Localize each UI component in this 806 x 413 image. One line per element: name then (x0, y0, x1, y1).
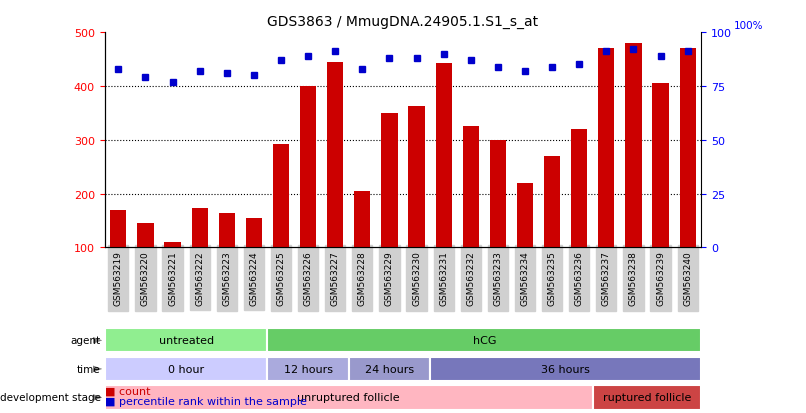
FancyBboxPatch shape (268, 357, 349, 381)
Bar (246, 218, 262, 248)
FancyBboxPatch shape (268, 328, 701, 353)
Bar (273, 144, 289, 248)
Bar (544, 157, 560, 248)
Bar (192, 209, 208, 248)
Bar (490, 140, 506, 248)
FancyBboxPatch shape (105, 328, 268, 353)
Text: untreated: untreated (159, 335, 214, 346)
Text: agent: agent (71, 335, 101, 346)
Bar (571, 130, 588, 248)
Text: ■ count: ■ count (105, 385, 150, 395)
Text: unruptured follicle: unruptured follicle (297, 392, 400, 403)
Bar (463, 127, 479, 248)
FancyBboxPatch shape (349, 357, 430, 381)
Polygon shape (93, 337, 102, 344)
Bar (381, 114, 397, 248)
Text: hCG: hCG (472, 335, 496, 346)
Bar (625, 44, 642, 248)
Text: 36 hours: 36 hours (541, 364, 590, 374)
Bar (409, 107, 425, 248)
Text: development stage: development stage (0, 392, 101, 403)
Polygon shape (93, 394, 102, 401)
Text: ruptured follicle: ruptured follicle (603, 392, 692, 403)
Text: time: time (77, 364, 101, 374)
Bar (517, 183, 533, 248)
Text: ■ percentile rank within the sample: ■ percentile rank within the sample (105, 396, 306, 406)
Bar (164, 242, 181, 248)
Bar (652, 84, 669, 248)
Bar (327, 62, 343, 248)
Text: 100%: 100% (734, 21, 763, 31)
FancyBboxPatch shape (430, 357, 701, 381)
FancyBboxPatch shape (592, 385, 701, 410)
FancyBboxPatch shape (105, 357, 268, 381)
Bar (435, 64, 452, 248)
Text: 24 hours: 24 hours (365, 364, 414, 374)
Text: 12 hours: 12 hours (284, 364, 333, 374)
Bar (137, 224, 154, 248)
Bar (598, 49, 614, 248)
Bar (300, 87, 316, 248)
FancyBboxPatch shape (105, 385, 592, 410)
Bar (110, 210, 127, 248)
Title: GDS3863 / MmugDNA.24905.1.S1_s_at: GDS3863 / MmugDNA.24905.1.S1_s_at (268, 15, 538, 29)
Bar (354, 191, 371, 248)
Bar (218, 214, 235, 248)
Bar (679, 49, 696, 248)
Text: 0 hour: 0 hour (168, 364, 204, 374)
Polygon shape (93, 366, 102, 373)
